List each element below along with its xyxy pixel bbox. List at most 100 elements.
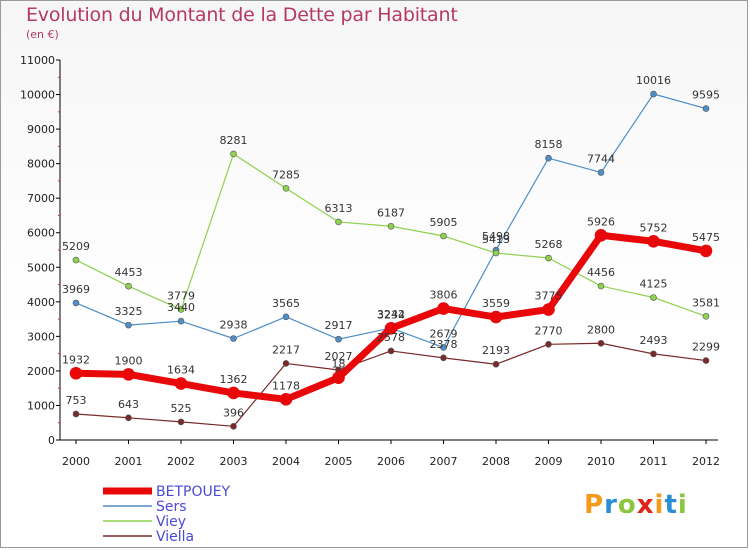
x-tick-label: 2006 — [377, 455, 405, 468]
x-tick-label: 2004 — [272, 455, 300, 468]
data-label: 5268 — [535, 238, 563, 251]
data-label: 643 — [118, 398, 139, 411]
data-label: 3806 — [430, 289, 458, 302]
data-point — [230, 335, 237, 342]
data-label: 8158 — [535, 138, 563, 151]
logo-letter: i — [654, 490, 665, 520]
data-label: 3779 — [167, 289, 195, 302]
logo-letter: o — [617, 490, 637, 520]
data-label: 2493 — [640, 334, 668, 347]
data-label: 4125 — [640, 278, 668, 291]
data-label: 3242 — [377, 308, 405, 321]
data-label: 2938 — [220, 319, 248, 332]
data-label: 4453 — [115, 266, 143, 279]
data-label: 1932 — [62, 353, 90, 366]
data-point — [492, 360, 500, 368]
data-point — [174, 377, 188, 390]
data-label: 525 — [171, 402, 192, 415]
data-label: 2378 — [430, 338, 458, 351]
data-label: 5498 — [482, 230, 510, 243]
data-label: 1178 — [272, 379, 300, 392]
legend-label-betpouey: BETPOUEY — [156, 484, 231, 500]
data-point — [650, 90, 657, 98]
data-point — [437, 302, 450, 315]
x-tick-label: 2005 — [325, 455, 353, 468]
data-point — [335, 218, 342, 226]
data-point — [597, 339, 605, 347]
data-label: 2299 — [692, 341, 720, 354]
data-point — [332, 371, 345, 385]
data-point — [125, 414, 132, 422]
data-label: 5413 — [482, 233, 510, 246]
data-label: 5905 — [430, 216, 458, 229]
data-point — [545, 154, 552, 162]
data-point — [282, 360, 290, 367]
data-label: 2193 — [482, 344, 510, 357]
legend-label-sers: Sers — [156, 499, 187, 515]
x-tick-label: 2002 — [167, 455, 195, 468]
data-point — [384, 321, 398, 335]
data-label: 3559 — [482, 297, 510, 310]
data-label: 2578 — [377, 331, 405, 344]
x-tick-label: 2011 — [640, 455, 668, 468]
data-point — [440, 354, 447, 362]
data-point — [69, 366, 83, 380]
data-point — [545, 341, 552, 348]
data-label: 1362 — [220, 373, 248, 386]
data-label: 3325 — [115, 305, 143, 318]
data-label: 6187 — [377, 206, 405, 219]
data-point — [650, 350, 657, 358]
x-tick-label: 2003 — [220, 455, 248, 468]
data-label: 1634 — [167, 364, 195, 377]
data-point — [72, 256, 80, 264]
data-point — [279, 393, 293, 406]
y-tick-label: 1000 — [27, 399, 55, 412]
data-point — [699, 244, 713, 258]
data-point — [227, 386, 240, 400]
data-point — [597, 282, 605, 290]
data-label: 3234 — [377, 308, 405, 321]
y-tick-label: 8000 — [27, 158, 55, 171]
data-point — [122, 368, 135, 381]
data-label: 7285 — [272, 168, 300, 181]
y-tick-label: 3000 — [27, 330, 55, 343]
data-label: 6313 — [325, 202, 353, 215]
data-point — [72, 299, 80, 307]
data-point — [545, 254, 552, 262]
data-label: 396 — [223, 406, 244, 419]
x-tick-label: 2000 — [62, 455, 90, 468]
data-label: 5926 — [587, 215, 615, 228]
y-tick-label: 6000 — [27, 227, 55, 240]
data-label: 3565 — [272, 297, 300, 310]
y-tick-label: 5000 — [27, 261, 55, 274]
data-point — [177, 418, 185, 426]
x-tick-label: 2008 — [482, 455, 510, 468]
data-label: 2770 — [535, 324, 563, 337]
x-tick-label: 2001 — [115, 455, 143, 468]
y-tick-label: 9000 — [27, 123, 55, 136]
proxiti-logo: Proxiti — [584, 490, 688, 520]
data-label: 9595 — [692, 89, 720, 102]
data-point — [650, 294, 657, 301]
data-label: 8281 — [220, 134, 248, 147]
data-label: 2917 — [325, 319, 353, 332]
x-tick-label: 2009 — [535, 455, 563, 468]
data-point — [702, 312, 710, 320]
y-tick-label: 11000 — [20, 54, 55, 67]
data-label: 1900 — [115, 354, 143, 367]
data-point — [177, 317, 185, 325]
x-tick-label: 2010 — [587, 455, 615, 468]
data-point — [177, 306, 185, 313]
logo-letter: r — [604, 490, 618, 520]
data-point — [489, 310, 503, 324]
data-label: 5752 — [640, 221, 668, 234]
x-tick-label: 2012 — [692, 455, 720, 468]
data-label: 3581 — [692, 296, 720, 309]
data-point — [597, 169, 605, 176]
data-point — [702, 357, 710, 364]
legend-label-viella: Viella — [156, 529, 194, 545]
data-point — [230, 423, 237, 430]
chart-subtitle: (en €) — [26, 28, 59, 41]
